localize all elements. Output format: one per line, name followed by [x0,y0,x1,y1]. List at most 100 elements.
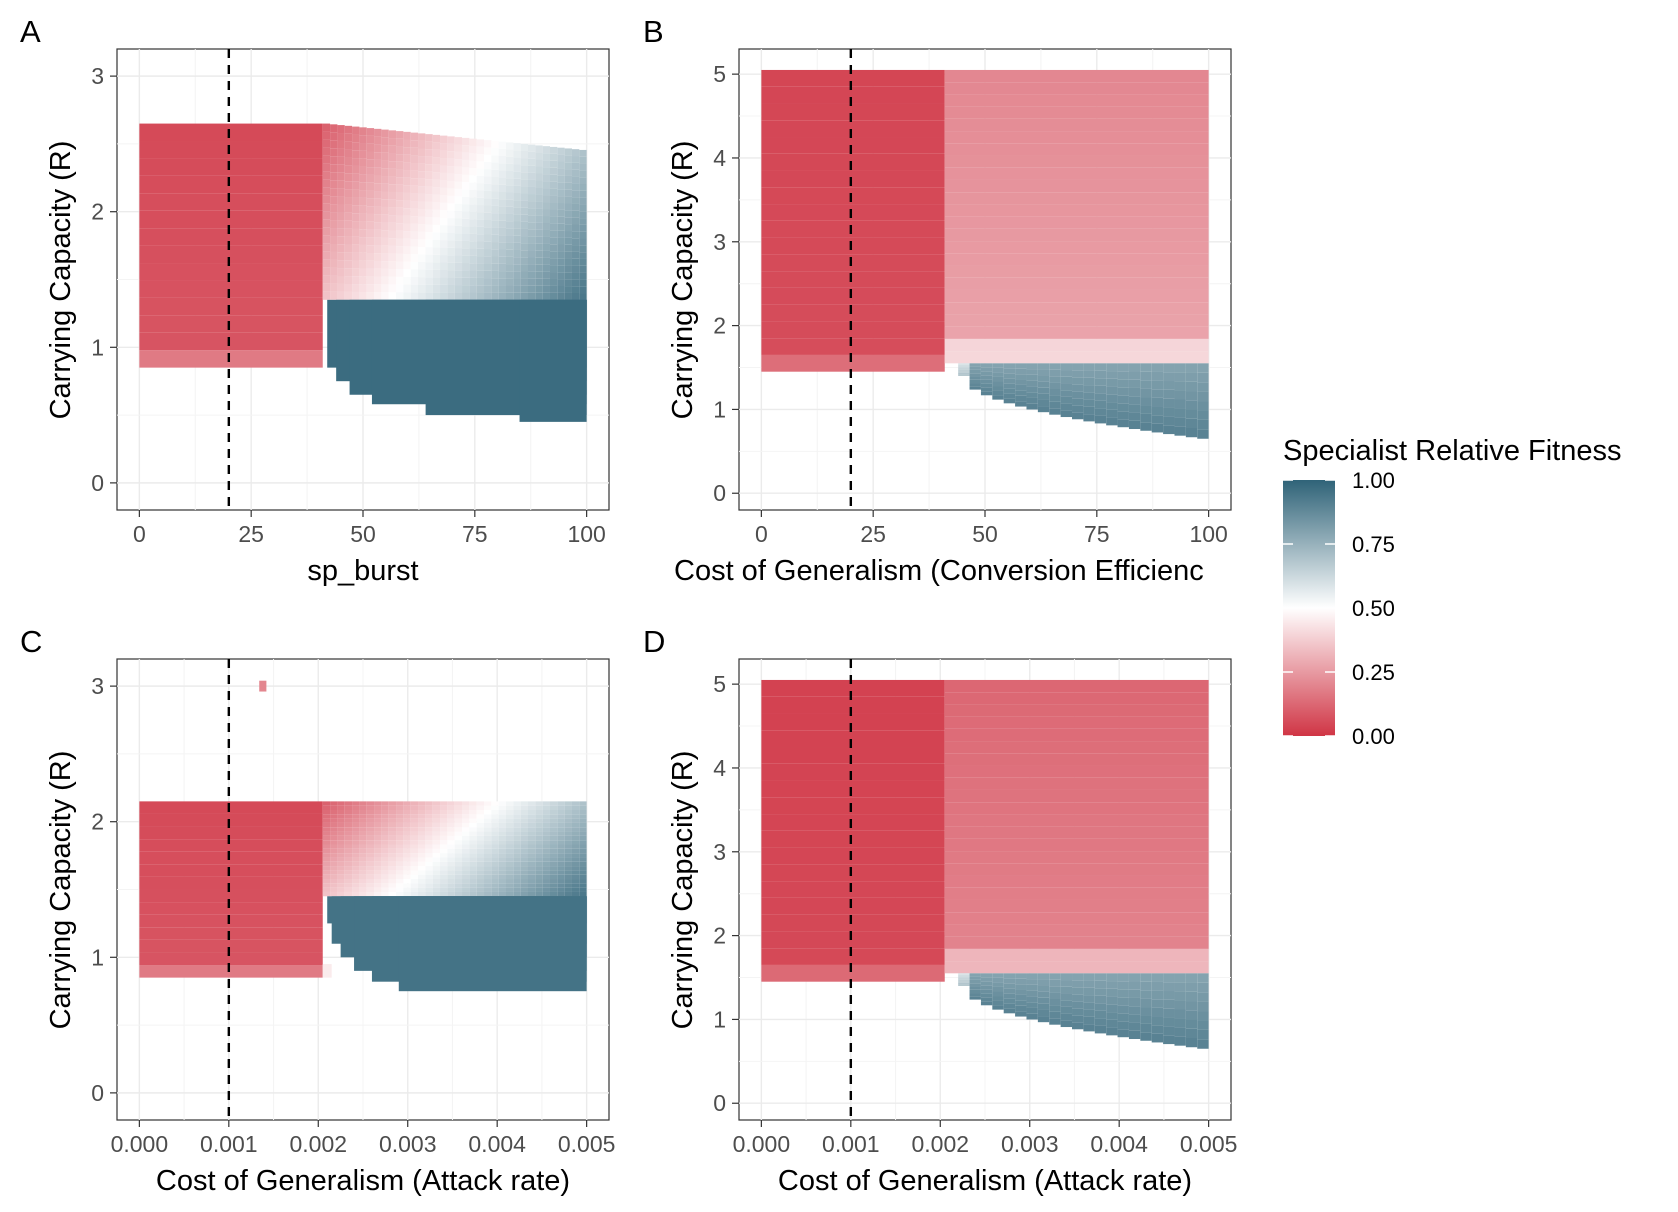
heatmap-cell [491,883,499,888]
heatmap-cell-blue [992,390,1004,396]
heatmap-cell [330,236,338,244]
heatmap-cell [410,239,419,247]
heatmap-cell [396,276,404,285]
heatmap-cell [549,840,558,845]
heatmap-cell [344,809,353,815]
heatmap-cell-blue [1072,384,1084,392]
heatmap-cell [425,809,433,815]
x-tick-label: 25 [860,521,886,547]
heatmap-cell [337,220,345,229]
heatmap-cell [535,208,543,216]
heatmap-cell [374,167,382,176]
heatmap-cell-blue [1049,1011,1061,1019]
heatmap-cell [520,207,528,215]
heatmap-cell [359,822,367,828]
heatmap-cell-blue [1003,393,1016,399]
heatmap-cell-red [761,747,945,764]
heatmap-cell [330,267,338,276]
heatmap-cell [432,247,441,255]
heatmap-cell [366,853,375,858]
heatmap-cell [571,831,580,836]
heatmap-cell [571,848,580,854]
heatmap-cell [476,805,485,810]
heatmap-cell [462,174,470,183]
heatmap-cell [418,239,426,247]
heatmap-cell-blue [1163,381,1175,390]
heatmap-cell-red [139,228,323,246]
heatmap-cell-blue [1026,374,1038,381]
y-tick-label: 2 [713,923,726,949]
heatmap-cell [564,148,572,156]
heatmap-cell [491,155,499,163]
heatmap-cell [388,853,397,858]
heatmap-cell-red [139,123,323,142]
heatmap-cell-blue [1083,973,1095,981]
heatmap-cell [322,187,331,196]
heatmap-cell [491,809,499,815]
heatmap-cell-blue [1197,363,1209,373]
heatmap-cell [454,805,463,810]
heatmap-cell [432,179,441,188]
heatmap-cell [498,879,507,884]
heatmap-cell [432,861,441,867]
heatmap-cell-blue [980,993,993,998]
heatmap-cell-blue [1026,386,1038,393]
heatmap-cell [527,158,536,166]
heatmap-cell [366,870,375,875]
heatmap-cell [381,206,389,215]
heatmap-cell [469,827,477,832]
heatmap-cell [388,822,397,828]
heatmap-cell [527,857,536,862]
heatmap-cell [491,870,499,875]
heatmap-cell [462,874,470,880]
heatmap-cell [359,801,367,806]
heatmap-cell [557,879,565,884]
heatmap-cell [527,243,536,251]
y-axis-title: Carrying Capacity (R) [45,141,77,420]
heatmap-cell-pink [944,875,1209,888]
heatmap-cell-blue [1151,415,1164,424]
heatmap-cell-blue [980,1001,993,1006]
heatmap-cell [513,805,521,810]
heatmap-cell-blue [1128,1014,1141,1023]
heatmap-cell [403,231,411,239]
heatmap-cell-blue [1026,397,1038,404]
heatmap-cell [418,140,426,149]
heatmap-cell-blue [980,375,993,380]
y-tick-label: 2 [91,199,104,225]
heatmap-cell-red [761,120,945,138]
heatmap-cell-blue [1094,385,1107,394]
heatmap-cell [403,177,411,186]
heatmap-cell-blue [1117,379,1129,388]
heatmap-cell [388,207,397,216]
heatmap-cell [396,835,404,841]
heatmap-cell [462,835,470,841]
heatmap-cell-blue [969,376,981,380]
heatmap-cell-blue [1026,380,1038,387]
heatmap-cell [418,857,426,862]
heatmap-cell [344,157,353,166]
heatmap-cell [476,139,485,147]
heatmap-cell [579,835,587,841]
heatmap-cell [513,814,521,819]
heatmap-cell [322,827,331,832]
heatmap-cell [454,883,463,888]
heatmap-cell-blue [1060,396,1073,404]
heatmap-cell [462,887,470,892]
heatmap-cell [440,292,448,300]
heatmap-cell [410,185,419,194]
heatmap-cell [432,805,441,810]
heatmap-cell [440,158,448,166]
heatmap-cell [410,827,419,832]
heatmap-cell [330,259,338,268]
heatmap-cell [366,801,375,806]
heatmap-cell [366,284,375,293]
heatmap-cell [418,231,426,240]
heatmap-cell [535,285,543,293]
heatmap-cell [322,235,331,244]
heatmap-cell-red [761,931,945,949]
heatmap-cell [344,141,353,150]
heatmap-cell [527,264,536,272]
heatmap-cell [359,840,367,845]
heatmap-cell [432,818,441,823]
